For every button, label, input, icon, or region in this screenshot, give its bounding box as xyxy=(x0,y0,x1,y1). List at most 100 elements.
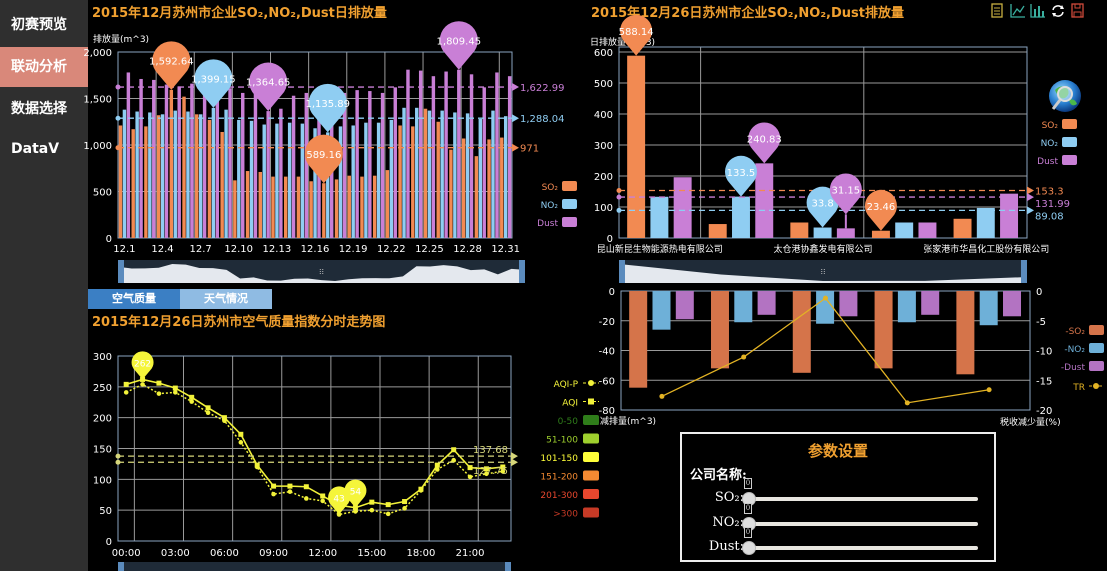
bar-no[interactable] xyxy=(976,207,995,238)
bar-no[interactable] xyxy=(503,116,508,238)
bar-so[interactable] xyxy=(436,121,440,238)
point-aqi[interactable] xyxy=(287,483,293,489)
point-aqi[interactable] xyxy=(172,385,178,391)
point-aqi-p[interactable] xyxy=(123,390,129,395)
bar-no[interactable] xyxy=(122,109,127,238)
bar-dust[interactable] xyxy=(836,228,855,238)
legend-range-swatch[interactable] xyxy=(583,489,599,499)
point-aqi-p[interactable] xyxy=(320,498,325,504)
bar-dust[interactable] xyxy=(482,87,486,238)
point-aqi[interactable] xyxy=(418,486,424,492)
tab-air-quality[interactable]: 空气质量 xyxy=(88,289,180,309)
restore-icon[interactable] xyxy=(1052,5,1064,17)
point-aqi-p[interactable] xyxy=(173,390,178,395)
bar-so[interactable] xyxy=(385,170,390,238)
bar-so[interactable] xyxy=(627,55,646,238)
bar-no[interactable] xyxy=(313,128,317,238)
bar-no[interactable] xyxy=(262,124,266,238)
bar-no[interactable] xyxy=(427,110,432,238)
bar-dust[interactable] xyxy=(368,91,372,238)
datazoom-handle-right[interactable] xyxy=(505,562,511,571)
bar-dust[interactable] xyxy=(266,111,270,238)
bar-so[interactable] xyxy=(953,218,972,238)
bar-dust[interactable] xyxy=(495,72,499,239)
datazoom-handle-left[interactable] xyxy=(118,562,124,571)
point-aqi-p[interactable] xyxy=(140,382,145,387)
bar-no[interactable] xyxy=(491,110,495,238)
point-aqi[interactable] xyxy=(467,465,473,471)
bar-so[interactable] xyxy=(245,171,250,238)
bar-no[interactable] xyxy=(338,126,343,238)
point-aqi[interactable] xyxy=(156,380,162,386)
bar-so[interactable] xyxy=(207,119,212,238)
bar-no[interactable] xyxy=(453,112,457,238)
point-aqi[interactable] xyxy=(254,462,260,468)
bar-so[interactable] xyxy=(233,180,237,238)
bar-so[interactable] xyxy=(182,96,186,238)
bar-so[interactable] xyxy=(360,176,364,238)
legend-range-swatch[interactable] xyxy=(583,470,599,481)
point-aqi[interactable] xyxy=(271,483,277,489)
bar-no[interactable] xyxy=(275,123,279,238)
bar-no[interactable] xyxy=(198,114,203,238)
bar-so[interactable] xyxy=(710,291,729,369)
datazoom-handle-left[interactable] xyxy=(118,260,124,283)
legend-swatch[interactable] xyxy=(1062,137,1077,147)
bar-so[interactable] xyxy=(309,181,313,238)
legend-range-swatch[interactable] xyxy=(583,452,599,462)
bar-so[interactable] xyxy=(398,125,402,238)
bar-no[interactable] xyxy=(650,196,669,238)
bar-so[interactable] xyxy=(156,115,161,238)
tr-point[interactable] xyxy=(823,295,828,301)
bar-no[interactable] xyxy=(224,109,228,238)
bar-dust[interactable] xyxy=(457,69,461,238)
point-aqi[interactable] xyxy=(385,502,391,508)
bar-no[interactable] xyxy=(376,122,381,238)
bar-dust[interactable] xyxy=(444,71,448,238)
point-aqi-p[interactable] xyxy=(189,399,194,404)
so2-slider-track[interactable] xyxy=(748,497,978,501)
bar-dust[interactable] xyxy=(291,95,296,239)
bar-no[interactable] xyxy=(249,120,254,238)
legend-swatch[interactable] xyxy=(1062,155,1077,165)
point-aqi-p[interactable] xyxy=(385,511,391,517)
point-aqi[interactable] xyxy=(451,447,457,453)
bar-so[interactable] xyxy=(708,224,727,238)
bar-so[interactable] xyxy=(283,176,288,238)
bar-no[interactable] xyxy=(351,125,355,238)
legend-swatch[interactable] xyxy=(1089,343,1104,353)
point-aqi[interactable] xyxy=(500,464,506,470)
bar-dust[interactable] xyxy=(839,291,858,317)
bar-dust[interactable] xyxy=(304,92,309,238)
point-aqi-p[interactable] xyxy=(369,507,375,513)
bar-dust[interactable] xyxy=(431,76,436,239)
sidebar-item-data-selection[interactable]: 数据选择 xyxy=(11,101,67,117)
legend-swatch[interactable] xyxy=(562,199,577,209)
point-aqi[interactable] xyxy=(402,499,408,505)
bar-no[interactable] xyxy=(326,132,330,238)
legend-swatch[interactable] xyxy=(562,217,577,227)
legend-swatch[interactable] xyxy=(1062,119,1077,129)
bar-no[interactable] xyxy=(148,112,152,238)
bar-dust[interactable] xyxy=(755,163,774,238)
bar-dust[interactable] xyxy=(190,83,194,239)
bar-so[interactable] xyxy=(461,138,466,238)
datazoom-track[interactable] xyxy=(118,562,511,571)
datazoom-grip-icon[interactable]: ⁝⁝ xyxy=(319,268,324,277)
bar-dust[interactable] xyxy=(202,87,207,238)
bar-dust[interactable] xyxy=(406,69,410,238)
bar-so[interactable] xyxy=(629,291,648,388)
bar-dust[interactable] xyxy=(228,88,232,239)
legend-range-swatch[interactable] xyxy=(583,507,599,518)
bar-so[interactable] xyxy=(411,126,415,238)
bar-so[interactable] xyxy=(347,175,351,238)
bar-no[interactable] xyxy=(816,291,835,324)
bar-dust[interactable] xyxy=(355,90,359,238)
bar-dust[interactable] xyxy=(675,291,694,320)
search-globe-icon[interactable] xyxy=(1049,80,1081,112)
bar-dust[interactable] xyxy=(918,222,937,239)
bar-so[interactable] xyxy=(792,291,811,373)
line-chart-icon[interactable] xyxy=(1010,4,1025,18)
point-aqi-p[interactable] xyxy=(467,474,473,480)
bar-so[interactable] xyxy=(871,230,890,238)
